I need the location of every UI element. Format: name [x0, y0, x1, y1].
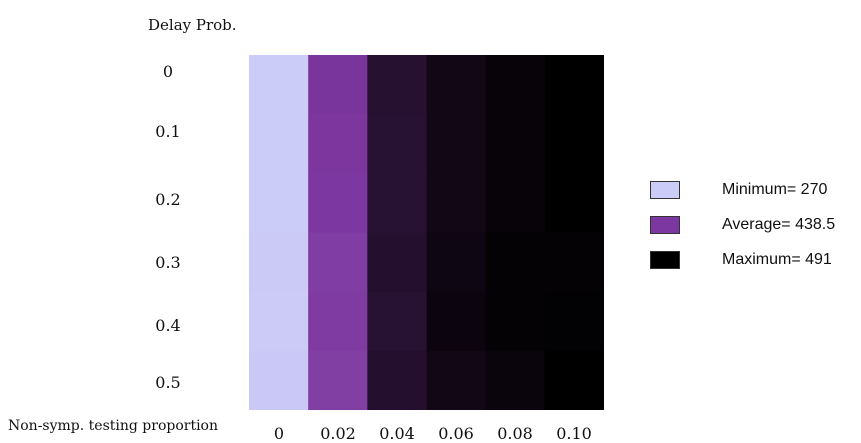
- heatmap-cell: [485, 114, 546, 174]
- heatmap-cell: [544, 114, 604, 174]
- heatmap-cell: [367, 173, 427, 233]
- heatmap-cell: [426, 55, 487, 115]
- heatmap-cell: [249, 232, 309, 293]
- y-axis-label: Delay Prob.: [148, 16, 237, 34]
- x-tick-label: 0: [273, 424, 285, 443]
- x-tick-label: 0.06: [438, 424, 474, 443]
- heatmap-cell: [308, 55, 368, 115]
- heatmap-cell: [544, 291, 604, 352]
- heatmap-cell: [544, 55, 604, 115]
- y-tick-label: 0.5: [155, 373, 181, 392]
- legend-swatch-minimum: [650, 181, 680, 199]
- heatmap-cell: [544, 232, 604, 293]
- y-tick-label: 0.2: [155, 190, 181, 209]
- heatmap-cell: [426, 173, 487, 233]
- legend-label-maximum: Maximum= 491: [722, 251, 832, 268]
- heatmap-cell: [249, 114, 309, 174]
- legend-label-minimum: Minimum= 270: [722, 181, 828, 198]
- legend-label-average: Average= 438.5: [722, 216, 836, 233]
- y-tick-label: 0.1: [155, 122, 181, 141]
- x-tick-label: 0.10: [556, 424, 592, 443]
- heatmap-cell: [249, 55, 309, 115]
- heatmap-cell: [249, 173, 309, 233]
- y-tick-label: 0.4: [155, 316, 181, 335]
- heatmap-cell: [308, 232, 368, 293]
- heatmap-cell: [367, 291, 427, 352]
- heatmap-cell: [544, 350, 604, 410]
- heatmap-cell: [426, 291, 487, 352]
- heatmap-cell: [367, 232, 427, 293]
- heatmap-cell: [544, 173, 604, 233]
- heatmap-cell: [308, 173, 368, 233]
- heatmap-cell: [485, 350, 546, 410]
- legend-swatch-maximum: [650, 251, 680, 269]
- heatmap-cell: [426, 232, 487, 293]
- heatmap-cell: [367, 55, 427, 115]
- heatmap-cell: [485, 291, 546, 352]
- heatmap-cell: [485, 173, 546, 233]
- x-tick-label: 0.02: [320, 424, 356, 443]
- heatmap-cell: [308, 114, 368, 174]
- heatmap-cell: [426, 114, 487, 174]
- heatmap-cell: [485, 55, 546, 115]
- x-tick-label: 0.08: [497, 424, 533, 443]
- heatmap-cell: [249, 291, 309, 352]
- heatmap-cell: [485, 232, 546, 293]
- heatmap-grid: [249, 55, 604, 410]
- heatmap-cell: [426, 350, 487, 410]
- x-axis-label: Non-symp. testing proportion: [8, 418, 218, 434]
- heatmap-cell: [308, 350, 368, 410]
- legend-swatch-average: [650, 216, 680, 234]
- heatmap-cell: [249, 350, 309, 410]
- heatmap-cell: [367, 114, 427, 174]
- y-tick-label: 0: [162, 62, 174, 81]
- heatmap-cell: [308, 291, 368, 352]
- heatmap-cell: [367, 350, 427, 410]
- x-tick-label: 0.04: [379, 424, 415, 443]
- y-tick-label: 0.3: [155, 253, 181, 272]
